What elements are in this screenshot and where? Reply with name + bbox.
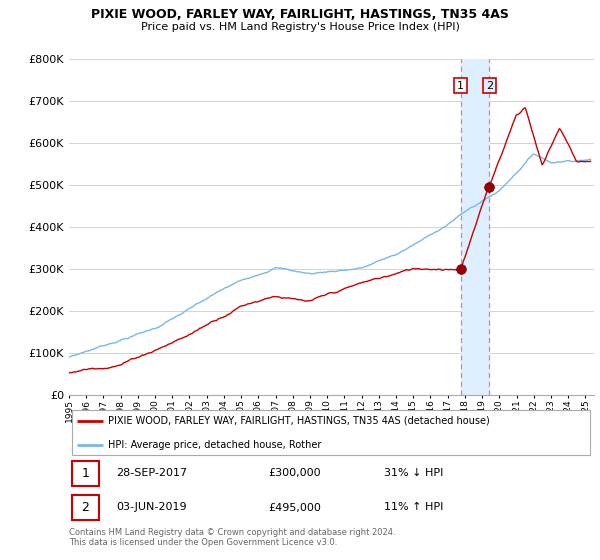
FancyBboxPatch shape bbox=[71, 495, 99, 520]
FancyBboxPatch shape bbox=[71, 410, 590, 455]
Text: 2: 2 bbox=[486, 81, 493, 91]
Text: £300,000: £300,000 bbox=[269, 468, 321, 478]
Text: 11% ↑ HPI: 11% ↑ HPI bbox=[384, 502, 443, 512]
Text: HPI: Average price, detached house, Rother: HPI: Average price, detached house, Roth… bbox=[109, 440, 322, 450]
Text: £495,000: £495,000 bbox=[269, 502, 322, 512]
Text: 1: 1 bbox=[82, 467, 89, 480]
Text: 2: 2 bbox=[82, 501, 89, 514]
FancyBboxPatch shape bbox=[71, 461, 99, 486]
Bar bbox=[461, 59, 490, 395]
Text: 03-JUN-2019: 03-JUN-2019 bbox=[116, 502, 187, 512]
Text: Price paid vs. HM Land Registry's House Price Index (HPI): Price paid vs. HM Land Registry's House … bbox=[140, 22, 460, 32]
Text: 28-SEP-2017: 28-SEP-2017 bbox=[116, 468, 187, 478]
Text: PIXIE WOOD, FARLEY WAY, FAIRLIGHT, HASTINGS, TN35 4AS: PIXIE WOOD, FARLEY WAY, FAIRLIGHT, HASTI… bbox=[91, 8, 509, 21]
Text: 31% ↓ HPI: 31% ↓ HPI bbox=[384, 468, 443, 478]
Text: Contains HM Land Registry data © Crown copyright and database right 2024.
This d: Contains HM Land Registry data © Crown c… bbox=[69, 528, 395, 547]
Text: 1: 1 bbox=[457, 81, 464, 91]
Text: PIXIE WOOD, FARLEY WAY, FAIRLIGHT, HASTINGS, TN35 4AS (detached house): PIXIE WOOD, FARLEY WAY, FAIRLIGHT, HASTI… bbox=[109, 416, 490, 426]
